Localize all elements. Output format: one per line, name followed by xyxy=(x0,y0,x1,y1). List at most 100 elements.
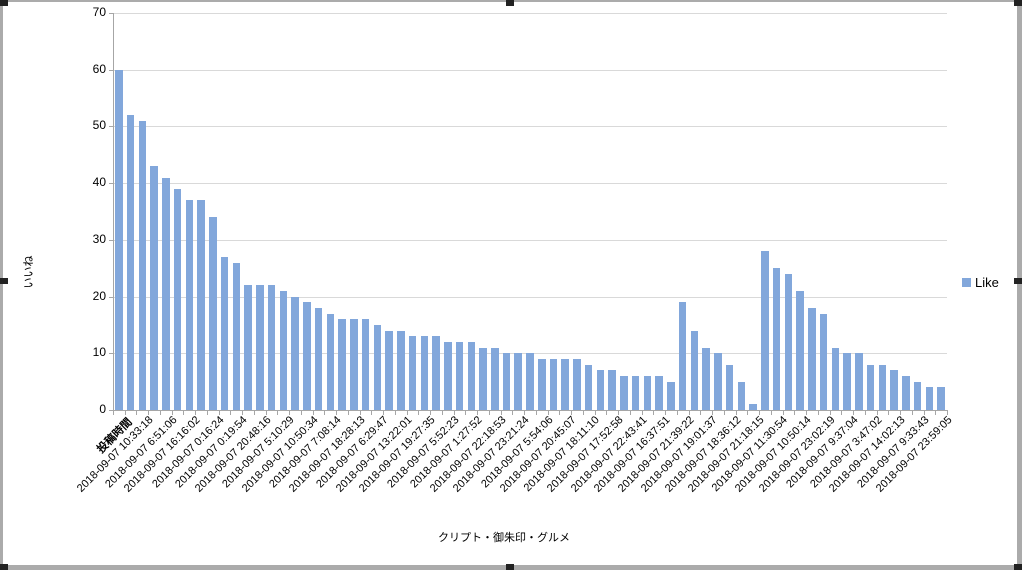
x-axis-tick xyxy=(477,411,479,415)
bar[interactable] xyxy=(620,376,628,410)
bar[interactable] xyxy=(162,177,170,410)
bar[interactable] xyxy=(761,251,769,410)
bar[interactable] xyxy=(608,370,616,410)
bar[interactable] xyxy=(209,217,217,410)
gridline xyxy=(113,239,947,241)
bar[interactable] xyxy=(185,200,194,410)
bar[interactable] xyxy=(220,256,229,410)
bar[interactable] xyxy=(749,404,757,410)
bar[interactable] xyxy=(514,353,522,410)
bar[interactable] xyxy=(455,341,464,410)
bar[interactable] xyxy=(831,347,840,410)
bar[interactable] xyxy=(267,285,276,410)
bar[interactable] xyxy=(925,387,934,410)
bar[interactable] xyxy=(667,381,675,410)
selection-handle[interactable] xyxy=(1014,278,1022,284)
gridline xyxy=(113,13,947,14)
x-axis-tick xyxy=(136,411,138,415)
bar[interactable] xyxy=(772,268,781,410)
x-axis-tick xyxy=(735,411,737,415)
bar[interactable] xyxy=(714,353,722,410)
selection-handle[interactable] xyxy=(1014,564,1022,570)
bar[interactable] xyxy=(197,200,205,410)
bar[interactable] xyxy=(467,341,476,410)
bar[interactable] xyxy=(890,370,898,410)
selection-handle[interactable] xyxy=(0,564,8,570)
x-axis-tick xyxy=(676,411,678,415)
bar[interactable] xyxy=(303,302,311,410)
selection-handle[interactable] xyxy=(506,0,514,6)
bar[interactable] xyxy=(819,313,828,410)
bar[interactable] xyxy=(855,353,863,410)
bar[interactable] xyxy=(338,319,346,410)
legend[interactable]: Like xyxy=(962,275,999,290)
bar[interactable] xyxy=(173,188,182,410)
x-axis-tick xyxy=(383,411,385,415)
bar[interactable] xyxy=(655,376,663,410)
bar[interactable] xyxy=(631,376,640,410)
selection-handle[interactable] xyxy=(1014,0,1022,6)
selection-handle[interactable] xyxy=(0,0,8,6)
bar[interactable] xyxy=(866,364,875,410)
bar[interactable] xyxy=(537,359,546,410)
bar[interactable] xyxy=(350,319,358,410)
bar[interactable] xyxy=(420,336,429,410)
bar[interactable] xyxy=(737,381,746,410)
bar[interactable] xyxy=(232,262,241,410)
bar[interactable] xyxy=(725,364,734,410)
bar[interactable] xyxy=(138,120,147,410)
bar[interactable] xyxy=(913,381,922,410)
selection-handle[interactable] xyxy=(506,564,514,570)
x-axis-tick xyxy=(876,411,878,415)
bar[interactable] xyxy=(150,166,158,410)
bar[interactable] xyxy=(902,376,910,410)
bar[interactable] xyxy=(115,69,123,410)
bar[interactable] xyxy=(784,273,793,410)
bar[interactable] xyxy=(808,307,816,410)
bar[interactable] xyxy=(397,330,405,410)
bar[interactable] xyxy=(843,353,851,410)
bar[interactable] xyxy=(244,285,252,410)
y-axis-title: いいね xyxy=(23,255,35,289)
bar[interactable] xyxy=(444,341,452,410)
selection-handle[interactable] xyxy=(0,278,8,284)
bar[interactable] xyxy=(479,347,487,410)
bar[interactable] xyxy=(256,285,264,410)
bar[interactable] xyxy=(690,330,699,410)
bar[interactable] xyxy=(502,353,511,410)
plot-area[interactable] xyxy=(113,13,947,410)
bar[interactable] xyxy=(796,290,804,410)
bar[interactable] xyxy=(549,359,558,410)
bar[interactable] xyxy=(279,290,288,410)
x-axis-tick xyxy=(782,411,784,415)
x-axis-tick xyxy=(418,411,420,415)
bar[interactable] xyxy=(126,115,135,410)
bar[interactable] xyxy=(678,302,687,410)
x-axis-tick xyxy=(853,411,855,415)
x-axis-tick xyxy=(723,411,725,415)
bar[interactable] xyxy=(385,330,393,410)
x-axis-tick xyxy=(124,411,126,415)
bar[interactable] xyxy=(291,296,299,410)
x-axis-tick xyxy=(618,411,620,415)
bar[interactable] xyxy=(526,353,534,410)
bar[interactable] xyxy=(643,376,652,410)
bar[interactable] xyxy=(561,359,569,410)
bar[interactable] xyxy=(584,364,593,410)
bar[interactable] xyxy=(596,370,605,410)
bar[interactable] xyxy=(573,359,581,410)
bar[interactable] xyxy=(361,319,370,410)
x-axis-tick xyxy=(935,411,937,415)
gridline xyxy=(113,183,947,185)
bar[interactable] xyxy=(326,313,335,410)
x-axis-tick xyxy=(606,411,608,415)
bar[interactable] xyxy=(878,364,887,410)
bar[interactable] xyxy=(408,336,417,410)
bar[interactable] xyxy=(314,307,323,410)
bar[interactable] xyxy=(491,347,499,410)
bar[interactable] xyxy=(432,336,440,410)
bar[interactable] xyxy=(702,347,710,410)
bar[interactable] xyxy=(373,324,382,410)
bar[interactable] xyxy=(937,387,945,410)
x-axis-tick xyxy=(571,411,573,415)
